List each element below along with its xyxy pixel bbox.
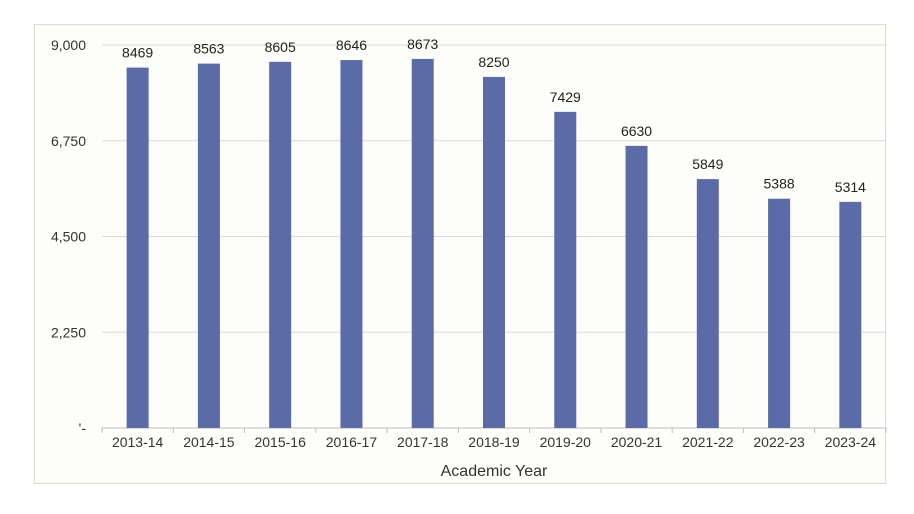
x-tick-label: 2016-17 — [326, 434, 378, 450]
x-tick-label: 2020-21 — [611, 434, 663, 450]
x-tick-label: 2018-19 — [468, 434, 520, 450]
bar — [768, 198, 791, 428]
bar — [411, 58, 434, 428]
y-tick-label: 2,250 — [51, 324, 86, 340]
chart-frame — [34, 24, 886, 484]
bar — [269, 61, 292, 428]
bar-value-label: 8673 — [407, 36, 438, 52]
bar-value-label: 7429 — [550, 89, 581, 105]
x-axis-title: Academic Year — [441, 463, 548, 480]
bar — [696, 179, 719, 428]
bar-value-label: 6630 — [621, 123, 652, 139]
x-tick-label: 2014-15 — [183, 434, 235, 450]
x-tick-label: 2021-22 — [682, 434, 734, 450]
bar-value-label: 8469 — [122, 45, 153, 61]
bar — [625, 145, 648, 428]
x-tick-label: 2015-16 — [254, 434, 306, 450]
bar-value-label: 8605 — [265, 39, 296, 55]
bars — [126, 58, 862, 429]
x-tick-label: 2019-20 — [540, 434, 592, 450]
data-labels: 8469 8563 8605 8646 8673 8250 7429 6630 5849 5388… — [122, 36, 866, 195]
bar-value-label: 5849 — [692, 156, 723, 172]
x-tick-label: 2017-18 — [397, 434, 449, 450]
bar — [340, 60, 363, 428]
bar — [483, 76, 505, 429]
bar-value-label: 8646 — [336, 37, 367, 53]
y-tick-label: 9,000 — [51, 37, 86, 53]
bar-value-label: 8563 — [193, 41, 224, 57]
bar — [126, 67, 149, 429]
x-tick-label: 2023-24 — [825, 434, 877, 450]
bar — [839, 201, 862, 428]
y-axis-tick-labels: '- 2,250 4,500 6,750 9,000 — [51, 37, 86, 436]
bar-value-label: 5314 — [835, 179, 866, 195]
y-tick-label: '- — [79, 420, 87, 436]
bar-value-label: 8250 — [478, 54, 509, 70]
y-tick-label: 4,500 — [51, 229, 86, 245]
x-tick-label: 2022-23 — [753, 434, 805, 450]
x-tick-label: 2013-14 — [112, 434, 164, 450]
bar — [197, 63, 220, 429]
bar-value-label: 5388 — [764, 176, 795, 192]
y-tick-label: 6,750 — [51, 133, 86, 149]
x-axis-tick-labels: 2013-14 2014-15 2015-16 2016-17 2017-18 2018-… — [101, 428, 887, 450]
bar — [554, 111, 577, 429]
